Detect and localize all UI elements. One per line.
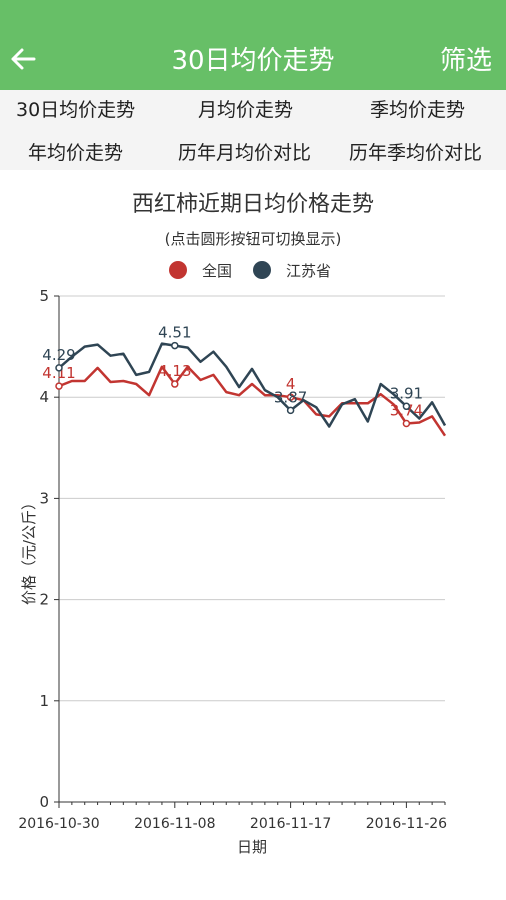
y-tick-label: 1 xyxy=(39,692,49,710)
x-tick-label: 2016-11-17 xyxy=(250,816,331,832)
y-tick-label: 2 xyxy=(39,591,49,609)
y-tick-label: 5 xyxy=(39,287,49,305)
page-title: 30日均价走势 xyxy=(171,46,335,76)
app-bar: 30日均价走势 筛选 xyxy=(0,0,506,90)
tab-yearly-monthly-compare[interactable]: 历年月均价对比 xyxy=(178,142,312,164)
x-axis-label: 日期 xyxy=(237,838,267,856)
legend-marker-0 xyxy=(169,261,187,279)
x-tick-label: 2016-10-30 xyxy=(18,816,99,832)
data-point xyxy=(286,393,295,401)
data-point xyxy=(171,380,179,388)
legend-label-0: 全国 xyxy=(202,262,232,280)
data-point xyxy=(286,406,295,415)
data-label: 3.91 xyxy=(390,384,423,402)
data-label: 4.29 xyxy=(42,346,75,364)
y-tick-label: 0 xyxy=(39,793,49,811)
data-label: 3.87 xyxy=(274,388,307,406)
filter-button[interactable]: 筛选 xyxy=(439,46,492,76)
back-arrow-icon[interactable] xyxy=(8,44,38,74)
data-label: 4 xyxy=(286,375,296,393)
data-point xyxy=(402,419,411,428)
y-tick-label: 3 xyxy=(39,489,49,507)
chart-title: 西红柿近期日均价格走势 xyxy=(131,192,374,217)
series-line-0 xyxy=(58,365,447,437)
chart-subtitle: (点击圆形按钮可切换显示) xyxy=(164,230,342,248)
data-point xyxy=(402,402,411,411)
tab-30day-trend[interactable]: 30日均价走势 xyxy=(16,99,136,121)
data-point xyxy=(171,341,179,350)
legend-label-1: 江苏省 xyxy=(286,262,331,280)
data-label: 3.74 xyxy=(390,402,423,420)
y-axis-label: 价格（元/公斤） xyxy=(20,495,38,605)
data-point xyxy=(55,364,63,372)
data-label: 4.11 xyxy=(42,364,75,382)
legend-marker-1 xyxy=(253,261,271,279)
data-label: 4.13 xyxy=(158,362,191,380)
data-label: 4.51 xyxy=(158,324,191,342)
tab-monthly-trend[interactable]: 月均价走势 xyxy=(198,99,294,121)
tab-quarterly-trend[interactable]: 季均价走势 xyxy=(370,99,466,121)
x-tick-label: 2016-11-08 xyxy=(134,816,215,832)
data-point xyxy=(55,382,63,390)
tab-yearly-quarterly-compare[interactable]: 历年季均价对比 xyxy=(349,142,483,164)
tab-bar: 30日均价走势 月均价走势 季均价走势 年均价走势 历年月均价对比 历年季均价对… xyxy=(0,90,506,170)
tab-yearly-trend[interactable]: 年均价走势 xyxy=(28,142,124,164)
series-line-1 xyxy=(58,342,447,428)
y-tick-label: 4 xyxy=(39,388,49,406)
x-tick-label: 2016-11-26 xyxy=(366,816,447,832)
